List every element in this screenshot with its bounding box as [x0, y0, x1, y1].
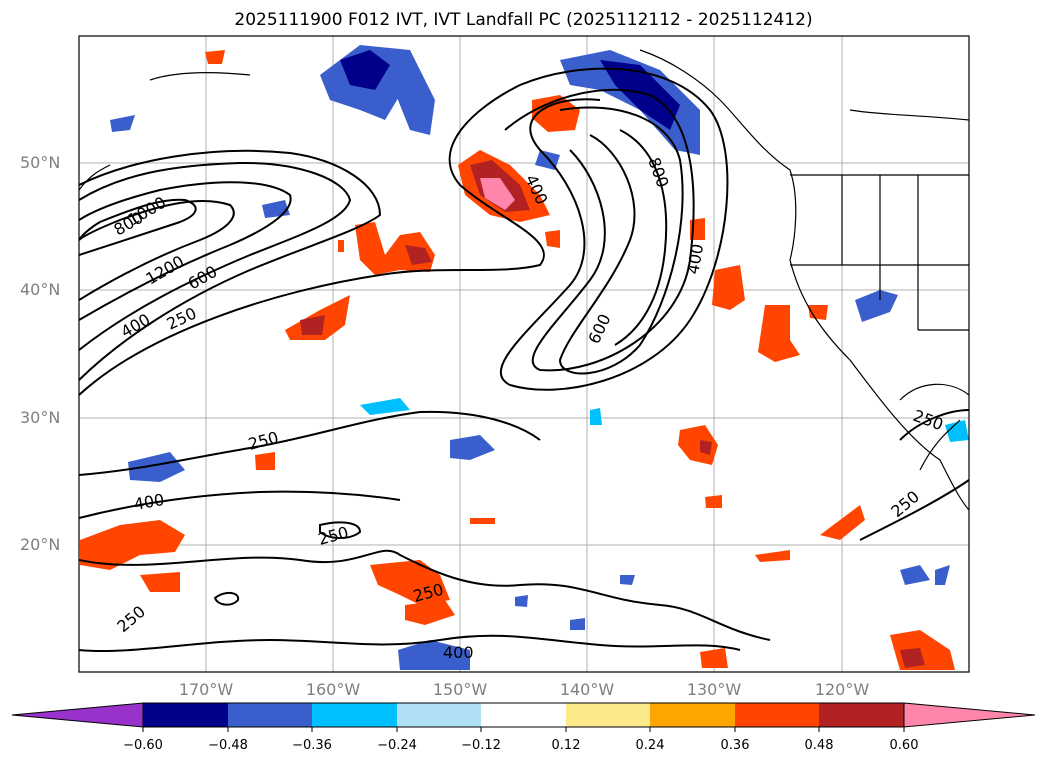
lon-label: 130°W [686, 680, 742, 699]
colorbar-segment [312, 703, 397, 727]
colorbar-segment [481, 703, 566, 727]
contour-label: 400 [443, 643, 474, 662]
colorbar-segment [228, 703, 312, 727]
colorbar-arrow-low [11, 702, 144, 728]
colorbar-tick-label: −0.36 [292, 738, 332, 753]
colorbar-segment [650, 703, 735, 727]
colorbar-tick-label: 0.12 [551, 738, 581, 753]
lon-label: 120°W [814, 680, 870, 699]
colorbar-segment [735, 703, 819, 727]
lon-label: 150°W [432, 680, 488, 699]
map-panel [79, 36, 969, 672]
map-title: 2025111900 F012 IVT, IVT Landfall PC (20… [234, 10, 813, 30]
colorbar-tick-label: 0.36 [720, 738, 750, 753]
negative-pc-fill [110, 45, 969, 670]
lon-label: 160°W [305, 680, 361, 699]
colorbar-tick-label: 0.48 [804, 738, 834, 753]
lon-label: 140°W [559, 680, 615, 699]
colorbar-segment [566, 703, 650, 727]
gridlines [79, 36, 969, 672]
colorbar-arrow-high [903, 702, 1036, 728]
ivt-contours [79, 67, 969, 653]
colorbar-tick-label: −0.60 [123, 738, 163, 753]
positive-pc-fill [80, 50, 955, 670]
colorbar-segment [819, 703, 904, 727]
lat-label: 40°N [20, 280, 61, 299]
lon-label: 170°W [178, 680, 234, 699]
colorbar [11, 702, 1036, 732]
coastlines [79, 49, 969, 511]
colorbar-tick-label: 0.24 [635, 738, 665, 753]
colorbar-tick-label: −0.12 [461, 738, 501, 753]
lat-label: 50°N [20, 153, 61, 172]
colorbar-tick-label: −0.48 [208, 738, 248, 753]
map-border [78, 35, 970, 673]
colorbar-tick-label: −0.24 [377, 738, 417, 753]
lat-label: 20°N [20, 535, 61, 554]
colorbar-segment [143, 703, 228, 727]
colorbar-tick-label: 0.60 [889, 738, 919, 753]
lat-label: 30°N [20, 408, 61, 427]
colorbar-segment [397, 703, 481, 727]
